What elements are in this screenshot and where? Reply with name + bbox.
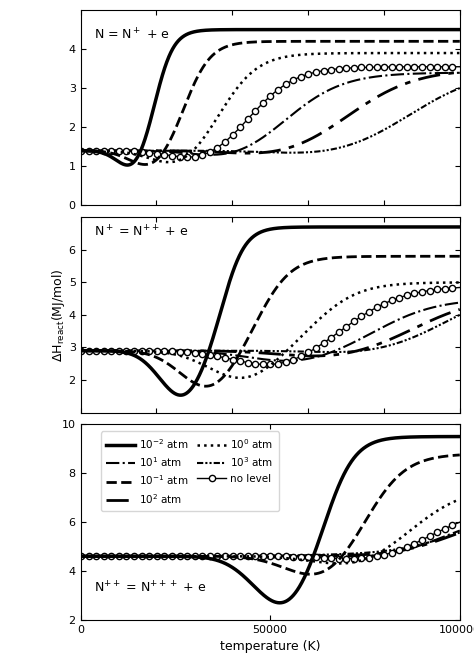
Text: N$^+$ = N$^{++}$ + e: N$^+$ = N$^{++}$ + e xyxy=(94,224,188,240)
X-axis label: temperature (K): temperature (K) xyxy=(220,640,320,653)
Text: N = N$^+$ + e: N = N$^+$ + e xyxy=(94,27,170,42)
Text: N$^{++}$ = N$^{+++}$ + e: N$^{++}$ = N$^{+++}$ + e xyxy=(94,581,206,596)
Legend: $10^{-2}$ atm, $10^{1}$ atm, $10^{-1}$ atm, $10^{2}$ atm, $10^{0}$ atm, $10^{3}$: $10^{-2}$ atm, $10^{1}$ atm, $10^{-1}$ a… xyxy=(101,431,279,511)
Y-axis label: $\Delta$H$_{\rm react}$(MJ/mol): $\Delta$H$_{\rm react}$(MJ/mol) xyxy=(50,268,67,362)
